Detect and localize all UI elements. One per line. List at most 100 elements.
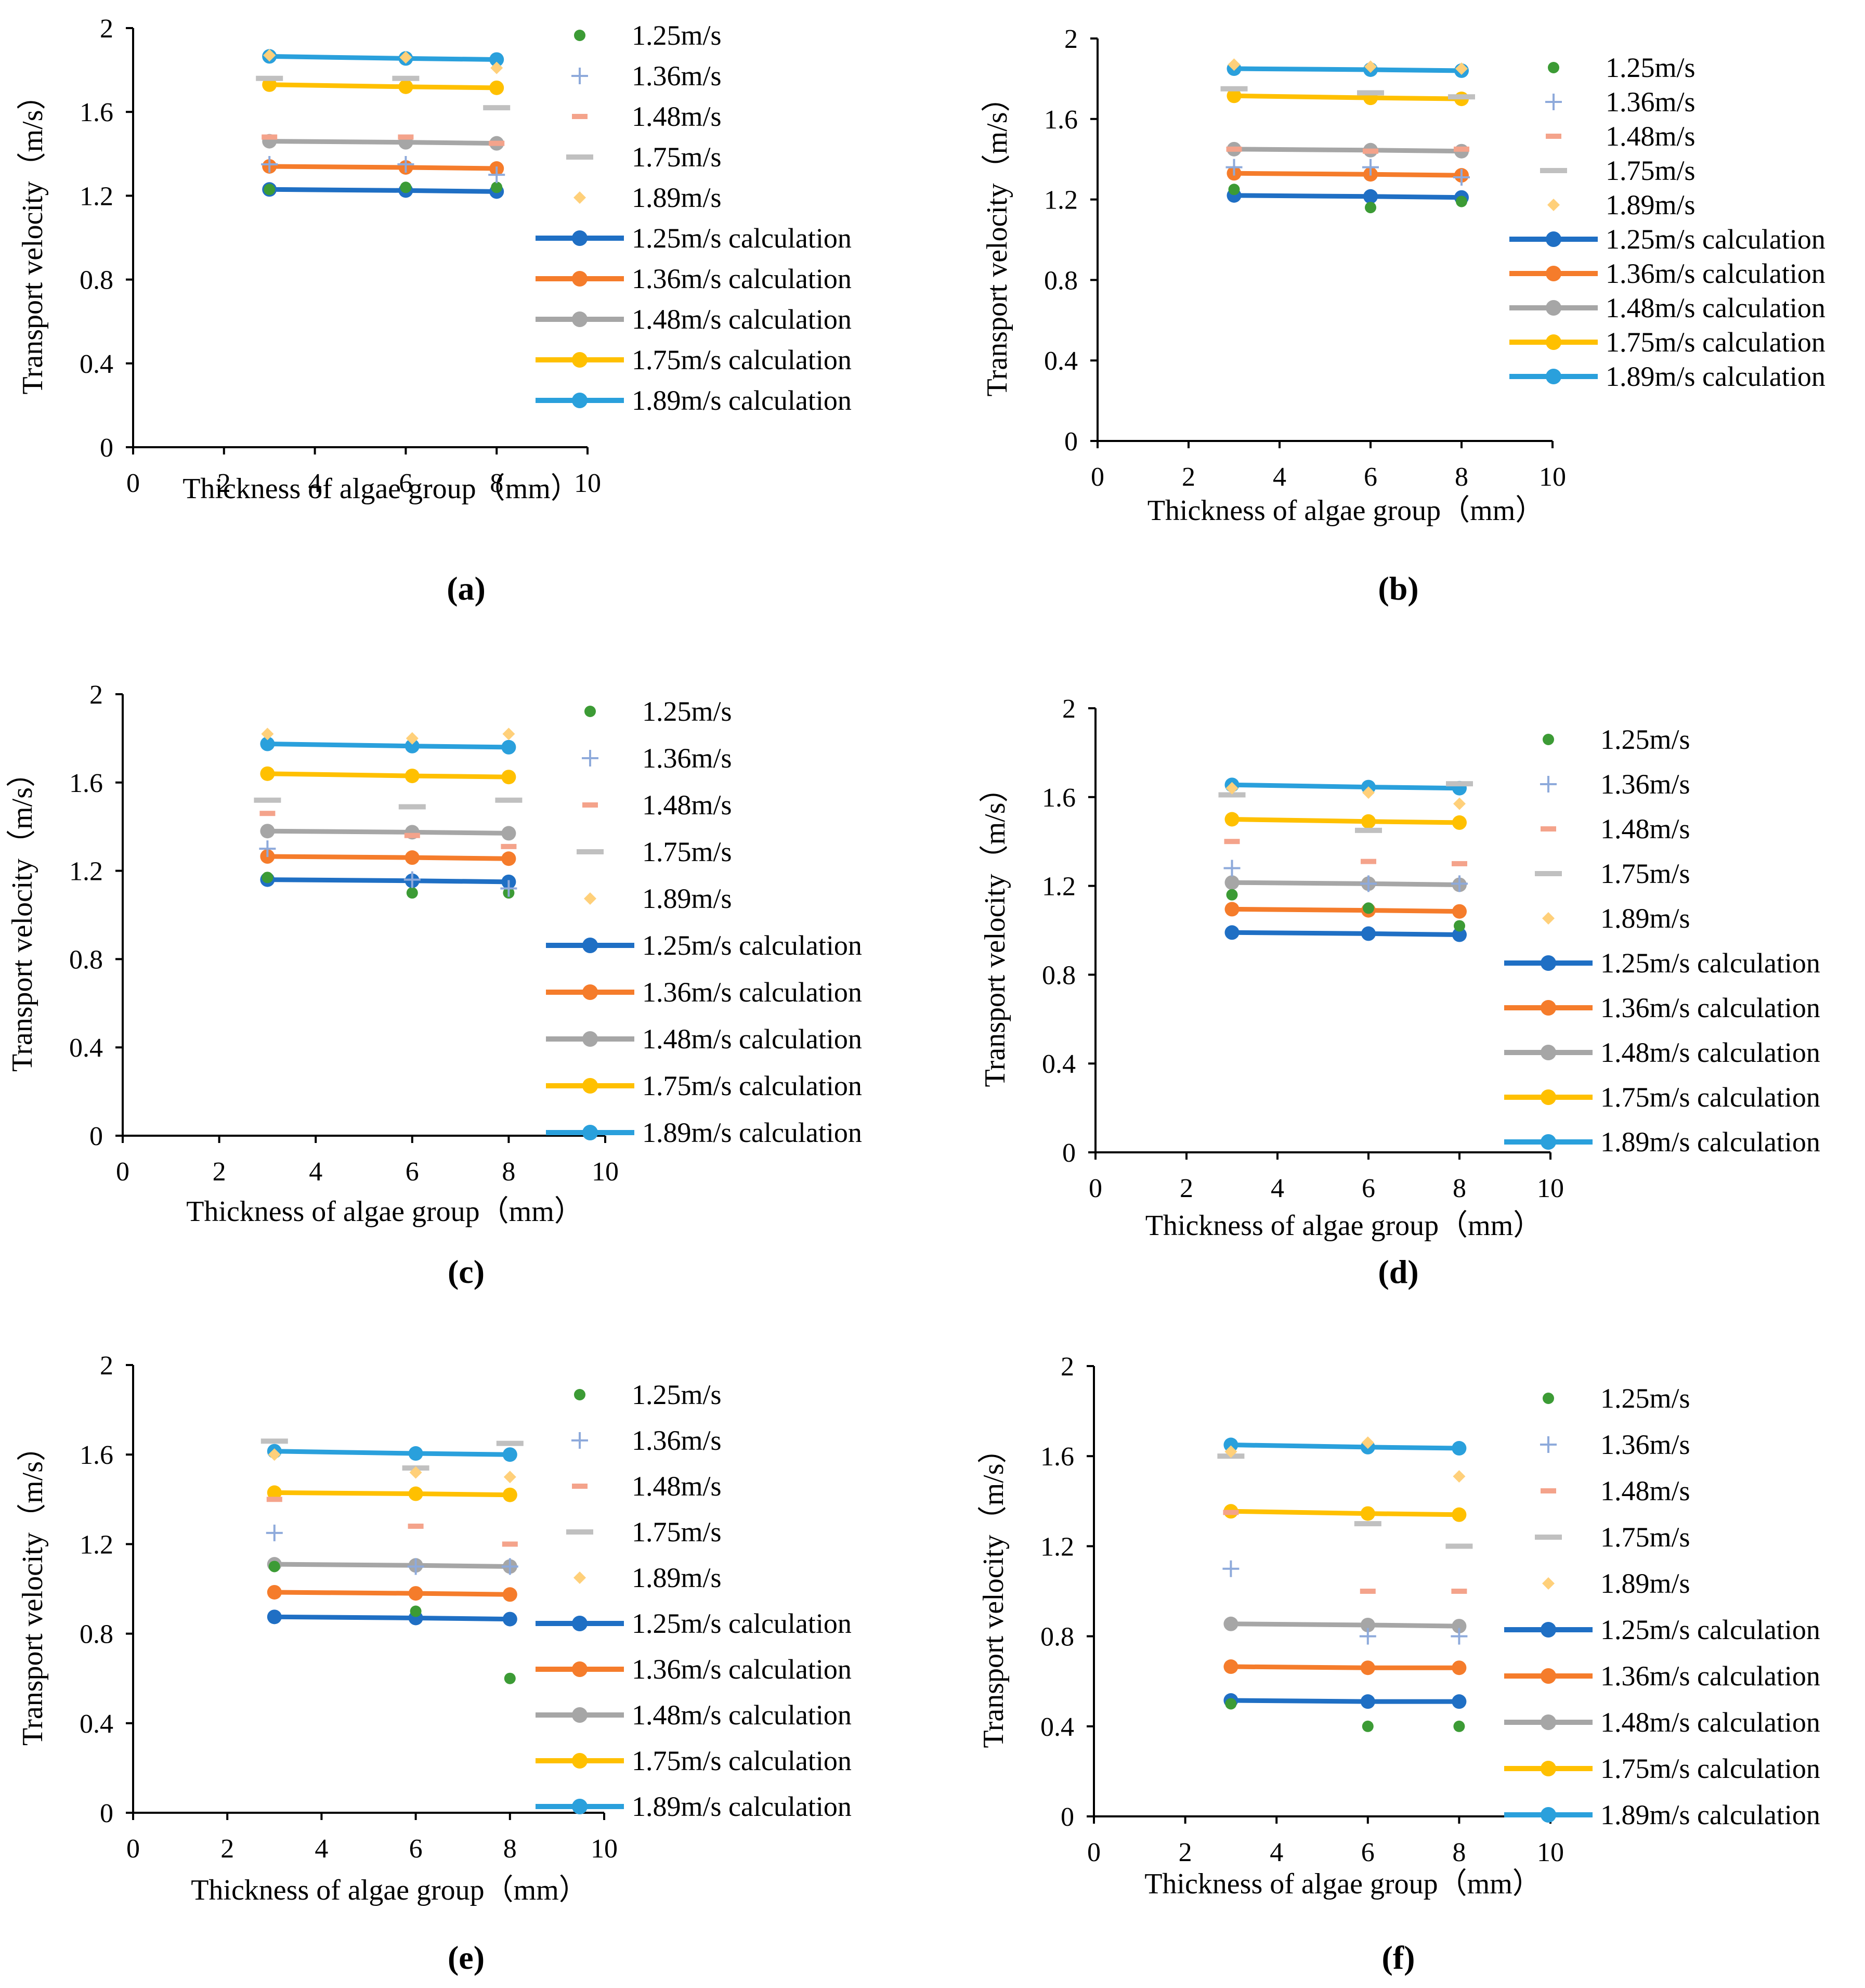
chart-e-measured-point bbox=[266, 1524, 283, 1541]
chart-f-y-tick-label: 0 bbox=[1061, 1802, 1074, 1832]
chart-b-y-axis-label: Transport velocity（m/s） bbox=[981, 83, 1013, 396]
chart-a-calc-point bbox=[489, 52, 504, 67]
chart-c-measured-point bbox=[259, 840, 276, 857]
chart-e-legend-label: 1.75m/s calculation bbox=[632, 1745, 852, 1776]
chart-c-legend-label: 1.89m/s calculation bbox=[642, 1117, 862, 1148]
chart-c-measured-point bbox=[501, 843, 517, 849]
chart-d-legend-marker bbox=[1541, 826, 1556, 831]
chart-a-legend-line-dot bbox=[572, 271, 588, 287]
chart-e-calc-point bbox=[267, 1609, 282, 1625]
chart-e-legend-label: 1.48m/s bbox=[632, 1471, 722, 1502]
chart-c-calc-line-2 bbox=[267, 828, 509, 836]
chart-e-x-tick-label: 0 bbox=[126, 1834, 140, 1864]
chart-b-measured-point bbox=[1220, 86, 1248, 92]
chart-b-measured-point bbox=[1226, 146, 1242, 152]
chart-e-measured-point bbox=[266, 1497, 282, 1502]
chart-e-legend-line-dot bbox=[572, 1799, 588, 1814]
chart-a-y-tick-label: 0.4 bbox=[80, 349, 113, 379]
chart-e-calc-line-0 bbox=[274, 1614, 510, 1622]
chart-d-calc-point bbox=[1452, 927, 1467, 942]
chart-b-x-tick-label: 2 bbox=[1182, 462, 1195, 492]
chart-c-measured-point bbox=[404, 833, 420, 838]
chart-f-measured-point bbox=[1354, 1521, 1381, 1527]
chart-d-measured-point bbox=[1452, 861, 1467, 866]
chart-a-calc-point bbox=[489, 80, 504, 95]
chart-c-legend-line-dot bbox=[582, 938, 598, 953]
chart-e-legend-line-dot bbox=[572, 1616, 588, 1631]
chart-c-legend-label: 1.75m/s calculation bbox=[642, 1070, 862, 1101]
chart-c-calc-point bbox=[405, 850, 420, 865]
chart-e-calc-point bbox=[267, 1584, 282, 1600]
chart-d-x-tick-label: 8 bbox=[1453, 1174, 1466, 1203]
chart-d-svg: 0 0.4 0.8 1.2 1.6 2 0 2 4 6 8 10 Thickness of algae … bbox=[979, 694, 1820, 1242]
chart-d-legend-line-dot bbox=[1541, 1089, 1556, 1105]
chart-e-measured-point bbox=[501, 1558, 518, 1575]
chart-f-legend-line-dot bbox=[1541, 1668, 1556, 1684]
chart-c-legend-label: 1.75m/s bbox=[642, 836, 732, 867]
chart-f-y-axis-label: Transport velocity（m/s） bbox=[977, 1434, 1010, 1748]
chart-b-measured-point bbox=[1357, 90, 1384, 96]
caption-f: (f) bbox=[1381, 1939, 1415, 1976]
chart-d-legend-label: 1.36m/s bbox=[1600, 769, 1690, 800]
chart-a-y-tick-label: 2 bbox=[100, 14, 113, 44]
chart-d-calc-point bbox=[1224, 925, 1240, 940]
chart-a-measured-point bbox=[398, 134, 414, 140]
chart-a-calc-line-3 bbox=[269, 82, 497, 90]
chart-d-measured-point bbox=[1453, 797, 1466, 810]
chart-e-calc-line-3 bbox=[274, 1490, 510, 1498]
chart-f-y-tick-label: 1.6 bbox=[1040, 1442, 1074, 1472]
chart-c-x-tick-label: 8 bbox=[502, 1157, 515, 1187]
chart-d-legend-line-dot bbox=[1541, 1045, 1556, 1060]
chart-f-legend-label: 1.36m/s calculation bbox=[1600, 1660, 1820, 1692]
chart-d-legend-label: 1.75m/s calculation bbox=[1600, 1082, 1820, 1113]
chart-d-calc-point bbox=[1452, 904, 1467, 919]
chart-a-legend-marker bbox=[572, 114, 588, 119]
chart-c-y-tick-label: 1.6 bbox=[69, 769, 103, 798]
chart-d-measured-point bbox=[1226, 889, 1238, 901]
chart-b-measured-point bbox=[1456, 196, 1467, 207]
chart-e-calc-point bbox=[408, 1446, 423, 1461]
chart-c-calc-point bbox=[405, 738, 420, 753]
chart-e-measured-point bbox=[504, 1672, 516, 1684]
chart-a-legend-marker bbox=[566, 154, 593, 160]
chart-d-y-tick-label: 0 bbox=[1062, 1138, 1076, 1168]
chart-f-measured-point bbox=[1222, 1560, 1240, 1577]
chart-d-x-tick-label: 10 bbox=[1537, 1174, 1564, 1203]
chart-c-legend-label: 1.89m/s bbox=[642, 883, 732, 914]
panel-f: 0 0.4 0.8 1.2 1.6 2 0 2 4 6 8 10 Thickness of algae … bbox=[932, 1325, 1864, 1987]
chart-e-y-axis-label: Transport velocity（m/s） bbox=[17, 1432, 49, 1746]
chart-c-legend-label: 1.25m/s calculation bbox=[642, 930, 862, 961]
chart-e-calc-line-2 bbox=[274, 1562, 510, 1569]
chart-f-calc-line-3 bbox=[1231, 1509, 1459, 1517]
chart-e-measured-point bbox=[503, 1471, 516, 1484]
chart-a-measured-point bbox=[397, 155, 414, 173]
chart-e-calc-point bbox=[502, 1487, 517, 1502]
chart-f-calc-point bbox=[1452, 1619, 1467, 1634]
chart-d-calc-line-2 bbox=[1232, 880, 1460, 887]
chart-c-calc-point bbox=[501, 851, 516, 866]
chart-a-x-tick-label: 8 bbox=[490, 469, 503, 498]
chart-f-calc-line-1 bbox=[1231, 1664, 1459, 1670]
chart-a-legend-label: 1.75m/s calculation bbox=[632, 344, 852, 375]
chart-d-legend-line-dot bbox=[1541, 955, 1556, 971]
chart-a-y-tick-label: 1.6 bbox=[80, 98, 113, 127]
chart-d-measured-point bbox=[1446, 781, 1473, 787]
caption-b: (b) bbox=[1378, 570, 1419, 607]
chart-b-measured-point bbox=[1364, 60, 1377, 73]
chart-c-x-tick-label: 10 bbox=[592, 1157, 619, 1187]
chart-e-y-tick-label: 2 bbox=[100, 1351, 113, 1381]
chart-f-legend-line-dot bbox=[1541, 1714, 1556, 1730]
chart-e-measured-point bbox=[268, 1561, 280, 1573]
chart-d-x-tick-label: 4 bbox=[1271, 1174, 1284, 1203]
chart-f-x-axis-label: Thickness of algae group（mm） bbox=[1144, 1868, 1542, 1900]
chart-b-measured-point bbox=[1228, 58, 1241, 71]
chart-f-calc-point bbox=[1452, 1441, 1467, 1456]
chart-e-y-tick-label: 1.2 bbox=[80, 1530, 113, 1560]
chart-d-calc-point bbox=[1361, 926, 1376, 941]
chart-b-legend-line-dot bbox=[1546, 334, 1561, 350]
chart-f-y-tick-label: 0.8 bbox=[1040, 1622, 1074, 1652]
chart-c-legend-line-dot bbox=[582, 1125, 598, 1140]
chart-f-legend-line-dot bbox=[1541, 1807, 1556, 1823]
